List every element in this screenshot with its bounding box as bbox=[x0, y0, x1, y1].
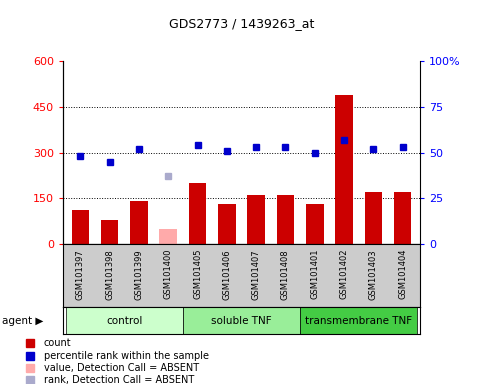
Text: rank, Detection Call = ABSENT: rank, Detection Call = ABSENT bbox=[44, 375, 194, 384]
Text: GSM101401: GSM101401 bbox=[310, 249, 319, 300]
Bar bbox=[71, 210, 89, 244]
Bar bbox=[130, 201, 148, 244]
Text: count: count bbox=[44, 338, 71, 348]
Bar bbox=[101, 220, 118, 244]
Text: value, Detection Call = ABSENT: value, Detection Call = ABSENT bbox=[44, 362, 199, 372]
Text: GDS2773 / 1439263_at: GDS2773 / 1439263_at bbox=[169, 17, 314, 30]
Bar bbox=[189, 183, 206, 244]
Text: GSM101404: GSM101404 bbox=[398, 249, 407, 300]
Bar bbox=[183, 307, 300, 334]
Bar bbox=[247, 195, 265, 244]
Text: GSM101402: GSM101402 bbox=[340, 249, 349, 300]
Bar bbox=[306, 204, 324, 244]
Text: agent ▶: agent ▶ bbox=[2, 316, 44, 326]
Text: soluble TNF: soluble TNF bbox=[211, 316, 272, 326]
Bar bbox=[66, 307, 183, 334]
Bar bbox=[335, 95, 353, 244]
Text: GSM101397: GSM101397 bbox=[76, 249, 85, 300]
Bar bbox=[159, 228, 177, 244]
Text: GSM101408: GSM101408 bbox=[281, 249, 290, 300]
Text: percentile rank within the sample: percentile rank within the sample bbox=[44, 351, 209, 361]
Text: transmembrane TNF: transmembrane TNF bbox=[305, 316, 412, 326]
Text: GSM101400: GSM101400 bbox=[164, 249, 173, 300]
Bar bbox=[365, 192, 382, 244]
Text: GSM101403: GSM101403 bbox=[369, 249, 378, 300]
Text: GSM101406: GSM101406 bbox=[222, 249, 231, 300]
Bar bbox=[394, 192, 412, 244]
Text: GSM101407: GSM101407 bbox=[252, 249, 261, 300]
Bar bbox=[300, 307, 417, 334]
Bar bbox=[277, 195, 294, 244]
Bar bbox=[218, 204, 236, 244]
Text: control: control bbox=[106, 316, 142, 326]
Text: GSM101398: GSM101398 bbox=[105, 249, 114, 300]
Text: GSM101399: GSM101399 bbox=[134, 249, 143, 300]
Text: GSM101405: GSM101405 bbox=[193, 249, 202, 300]
